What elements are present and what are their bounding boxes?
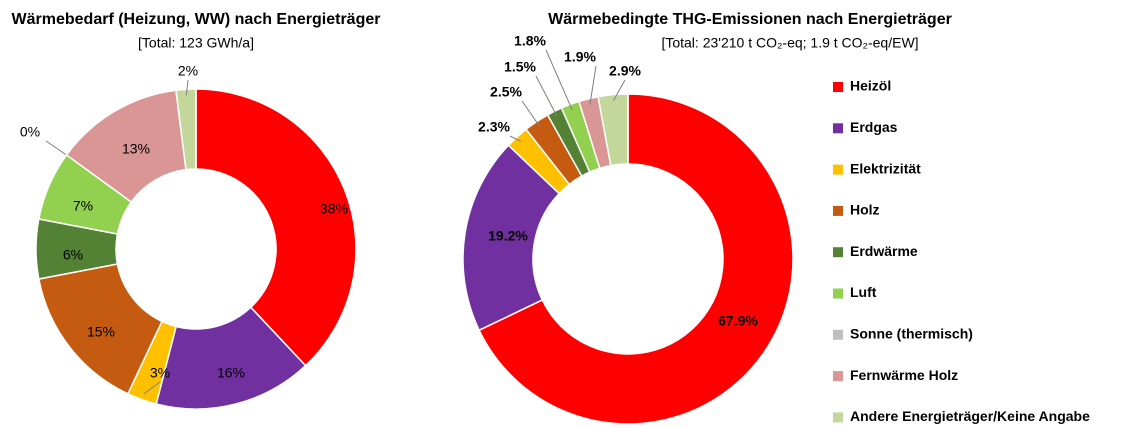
legend-swatch [833,247,843,258]
legend-swatch [833,205,843,216]
data-label: 19.2% [488,228,528,244]
legend-label: Erdgas [850,119,898,135]
leader-line [613,79,626,101]
legend-label: Fernwärme Holz [850,367,958,383]
donut-slice [195,88,357,367]
donut-slice [175,88,197,171]
chart-title: Wärmebedingte THG-Emissionen nach Energi… [548,11,952,28]
legend-swatch [833,123,843,134]
data-label: 67.9% [718,313,758,329]
leader-line [509,135,522,142]
leader-line [589,65,597,105]
data-label: 1.8% [514,33,546,49]
data-label: 15% [87,324,115,340]
data-label: 1.9% [564,49,596,65]
legend-label: Andere Energieträger/Keine Angabe [850,408,1090,424]
donut-slice [597,93,629,167]
donut-slice [155,306,307,410]
legend-swatch [833,371,843,382]
legend-label: Elektrizität [850,160,921,176]
chart-subtitle: [Total: 23'210 t CO₂-eq; 1.9 t CO₂-eq/EW… [661,35,918,51]
data-label: 38% [320,201,348,217]
legend-label: Heizöl [850,78,891,94]
data-label: 2% [178,63,198,79]
leader-line [521,100,541,127]
legend-swatch [833,82,843,92]
legend-label: Erdwärme [850,243,918,259]
data-label: 7% [73,198,93,214]
data-label: 2.3% [478,119,510,135]
donut-slice [478,93,794,425]
leader-line [545,49,573,111]
legend-swatch [833,412,843,423]
legend-label: Sonne (thermisch) [850,326,973,342]
legend-label: Luft [850,284,877,300]
data-label: 1.5% [504,59,536,75]
legend-swatch [833,288,843,299]
legend-swatch [833,164,843,175]
data-label: 2.9% [609,63,641,79]
chart-title: Wärmebedarf (Heizung, WW) nach Energietr… [12,11,381,28]
data-label: 0% [20,124,40,140]
data-label: 2.5% [490,84,522,100]
chart-subtitle: [Total: 123 GWh/a] [138,35,254,51]
data-label: 3% [150,365,170,381]
data-label: 6% [63,247,83,263]
legend-label: Holz [850,202,880,218]
data-label: 13% [122,141,150,157]
data-label: 16% [217,365,245,381]
leader-line [185,79,189,96]
leader-line [143,381,161,395]
legend-swatch [833,329,843,340]
leader-line [535,75,558,117]
